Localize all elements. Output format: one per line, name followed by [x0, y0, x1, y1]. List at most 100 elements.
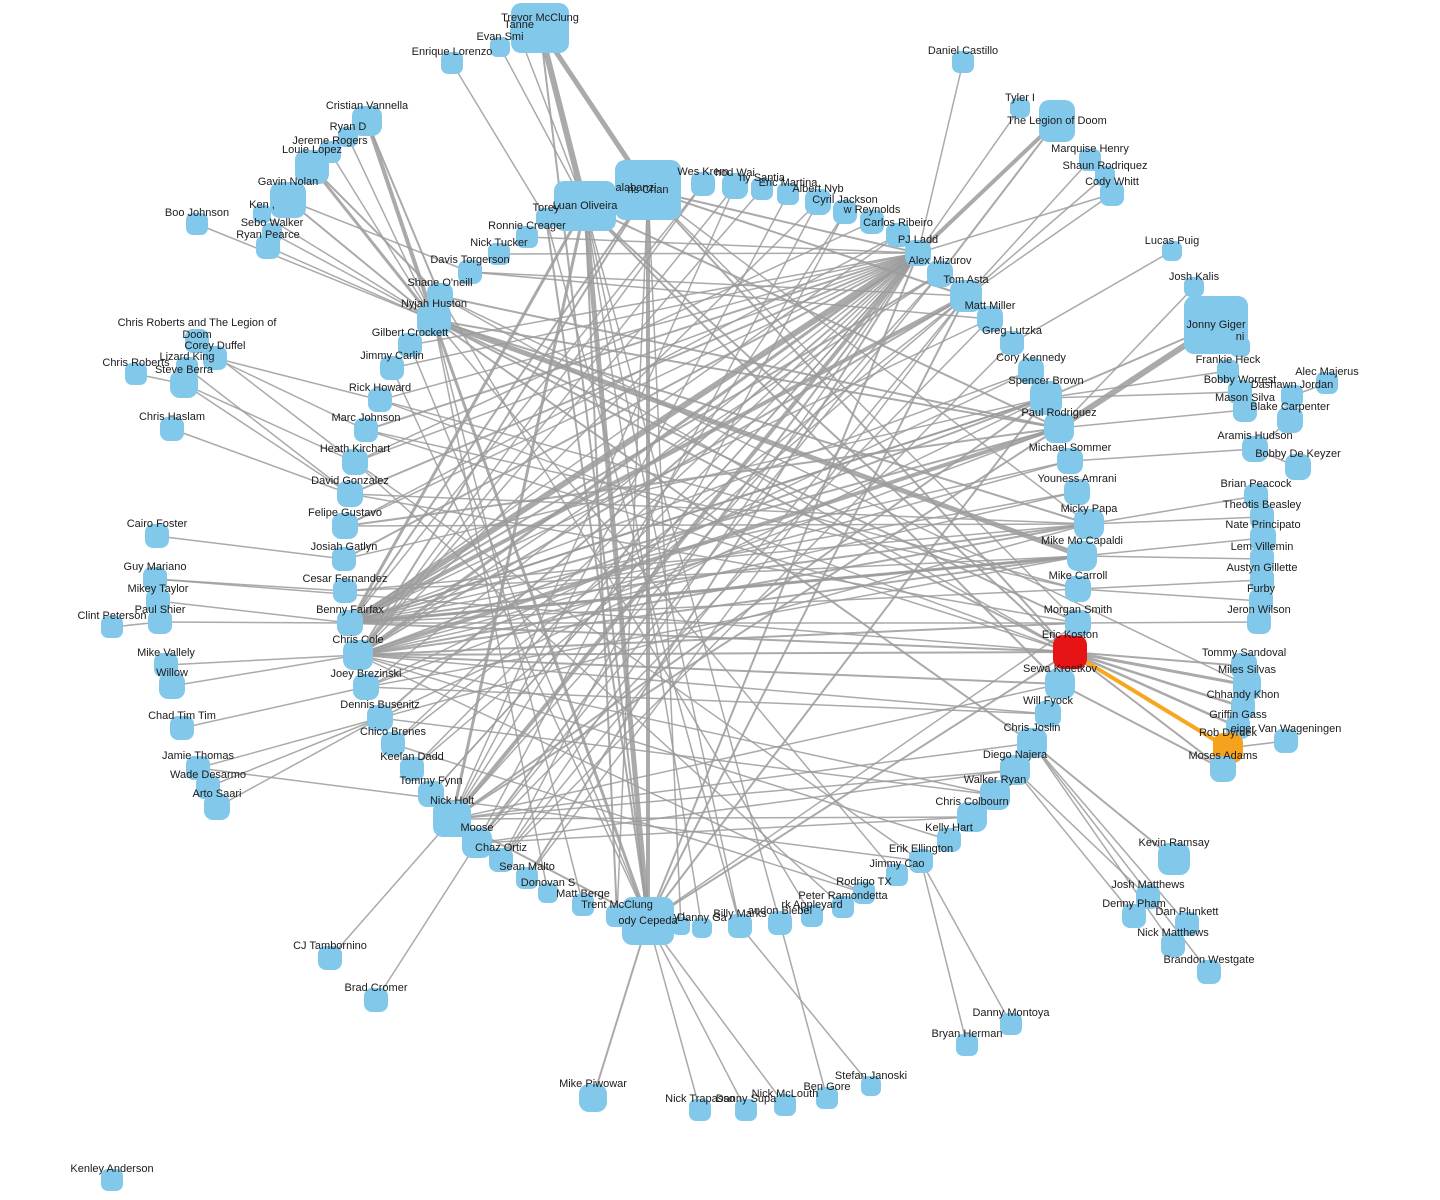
node-albert-nyberg[interactable] [805, 189, 831, 215]
node-tom-asta[interactable] [950, 280, 982, 312]
node-arto-saari[interactable] [204, 794, 230, 820]
node-matt-miller[interactable] [977, 306, 1003, 332]
node-nick-matthews[interactable] [1161, 933, 1185, 957]
node-paul-rodriguez[interactable] [1044, 413, 1074, 443]
node-manny-santiago[interactable] [751, 178, 773, 200]
node-ty-l[interactable] [672, 917, 690, 935]
node-jimmy-carlin[interactable] [380, 356, 404, 380]
node-shane-oneill[interactable] [427, 283, 453, 309]
node-dennis-busenitz[interactable] [367, 705, 393, 731]
node-joey-brezinski[interactable] [353, 674, 379, 700]
node-mikey-taylor[interactable] [146, 589, 170, 613]
node-cairo-foster[interactable] [145, 524, 169, 548]
node-lem-villemin[interactable] [1250, 547, 1274, 571]
node-andrew-reynolds[interactable] [860, 210, 884, 234]
node-shaun-rodriquez[interactable] [1095, 166, 1115, 186]
node-kevin-ramsay[interactable] [1158, 843, 1190, 875]
node-jonny-giger[interactable] [1184, 296, 1248, 354]
node-david-gonzalez[interactable] [337, 481, 363, 507]
node-gavin-nolan[interactable] [270, 182, 306, 218]
node-chaz-ortiz[interactable] [489, 848, 513, 872]
node-ishod-wair[interactable] [722, 173, 748, 199]
node-walker-ryan[interactable] [980, 780, 1010, 810]
node-nyjah-huston[interactable] [417, 304, 451, 336]
node-ryan-pearce[interactable] [256, 235, 280, 259]
node-chris-joslin[interactable] [1017, 728, 1047, 758]
node-torey[interactable] [536, 208, 556, 228]
node-chris-cole[interactable] [343, 640, 373, 670]
node-austyn-gillette[interactable] [1250, 568, 1274, 592]
node-erik-ellington[interactable] [909, 849, 933, 873]
node-daniel-castillo[interactable] [952, 51, 974, 73]
node-big-top[interactable] [615, 160, 681, 220]
node-evan-smith[interactable] [490, 37, 510, 57]
node-eric-martina[interactable] [777, 183, 799, 205]
node-boo-johnson[interactable] [186, 213, 208, 235]
node-enrique-lorenzo[interactable] [441, 52, 463, 74]
node-moose[interactable] [462, 828, 492, 858]
node-cristian-vannella[interactable] [352, 106, 382, 136]
node-pj-ladd[interactable] [905, 240, 931, 266]
node-kelly-hart[interactable] [937, 828, 961, 852]
node-chad-tim-tim[interactable] [170, 716, 194, 740]
node-lucas-puig[interactable] [1162, 241, 1182, 261]
node-wes-kremer[interactable] [691, 172, 715, 196]
node-cody-cepeda[interactable] [622, 897, 674, 945]
node-cj-tambornino[interactable] [318, 946, 342, 970]
node-ronnie-creager[interactable] [516, 226, 538, 248]
node-sean-malto[interactable] [516, 867, 538, 889]
node-jimmy-cao[interactable] [886, 864, 908, 886]
node-guy-mariano[interactable] [143, 567, 167, 591]
node-donovan-s[interactable] [538, 883, 558, 903]
node-clark-appleyard[interactable] [801, 905, 823, 927]
node-morgan-smith[interactable] [1065, 610, 1091, 636]
node-rodrigo-tx[interactable] [853, 882, 875, 904]
node-marc-johnson[interactable] [354, 418, 378, 442]
node-louie-lopez[interactable] [295, 150, 329, 184]
node-tyler-i[interactable] [1010, 98, 1030, 118]
node-mike-carroll[interactable] [1065, 576, 1091, 602]
node-danny-montoya[interactable] [1000, 1013, 1022, 1035]
node-davis-torgerson[interactable] [458, 260, 482, 284]
node-brad-cromer[interactable] [364, 988, 388, 1012]
node-cyril-jackson[interactable] [833, 200, 857, 224]
node-rick-howard[interactable] [368, 388, 392, 412]
node-peter-ramondetta[interactable] [832, 896, 854, 918]
node-cody-whitt[interactable] [1100, 182, 1124, 206]
node-gilbert-crockett[interactable] [398, 333, 422, 357]
node-nick-tucker[interactable] [488, 243, 510, 265]
node-mike-mo[interactable] [1067, 541, 1097, 571]
node-bobby-de-keyzer[interactable] [1285, 454, 1311, 480]
node-felipe-gustavo[interactable] [332, 513, 358, 539]
node-danny-ga[interactable] [692, 918, 712, 938]
node-spencer-brown[interactable] [1030, 381, 1062, 415]
node-dan-plunkett[interactable] [1175, 912, 1199, 936]
node-ken[interactable] [253, 205, 271, 223]
node-furby[interactable] [1249, 589, 1273, 613]
node-alec-majerus[interactable] [1316, 372, 1338, 394]
node-benny-fairfax[interactable] [337, 610, 363, 636]
node-bryan-herman[interactable] [956, 1034, 978, 1056]
node-josiah-gatlyn[interactable] [332, 547, 356, 571]
node-cory-kennedy[interactable] [1018, 358, 1044, 384]
node-blake-carpenter[interactable] [1277, 407, 1303, 433]
node-aramis-hudson[interactable] [1242, 436, 1268, 462]
node-ben-gore[interactable] [816, 1087, 838, 1109]
node-paul-shier[interactable] [148, 610, 172, 634]
node-nick-trapasso[interactable] [689, 1099, 711, 1121]
node-heath-kirchart[interactable] [342, 449, 368, 475]
node-chris-haslam[interactable] [160, 417, 184, 441]
node-legion[interactable] [1039, 100, 1075, 142]
node-sewa-kroetkov[interactable] [1045, 669, 1075, 699]
node-danny-supa[interactable] [735, 1099, 757, 1121]
node-chris-roberts[interactable] [125, 363, 147, 385]
node-michael-sommer[interactable] [1057, 448, 1083, 474]
node-denny-pham[interactable] [1122, 904, 1146, 928]
node-dashawn-jordan[interactable] [1281, 385, 1303, 407]
node-alex-mizurov[interactable] [927, 261, 953, 287]
node-clint-peterson[interactable] [101, 616, 123, 638]
node-matt-berger[interactable] [572, 894, 594, 916]
node-willow[interactable] [159, 673, 185, 699]
node-josh-kalis[interactable] [1184, 277, 1204, 297]
